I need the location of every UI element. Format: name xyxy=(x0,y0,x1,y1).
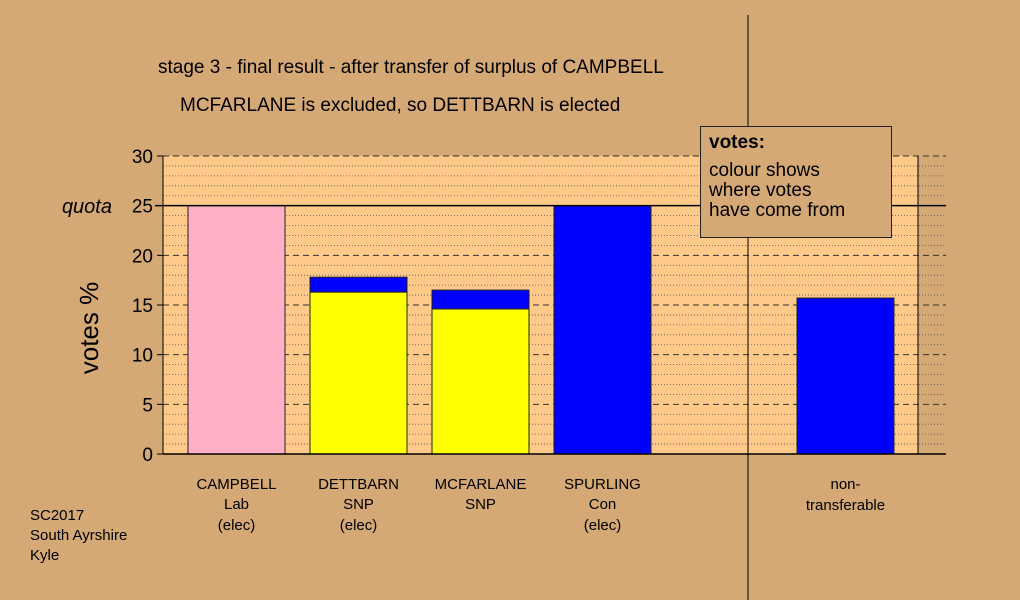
x-tick-party: Lab xyxy=(224,496,249,513)
x-tick-status: (elec) xyxy=(218,517,256,534)
y-tick-label: 20 xyxy=(132,246,153,267)
x-tick-status: (elec) xyxy=(584,517,622,534)
x-tick-name: MCFARLANE xyxy=(435,476,527,493)
footer-line-3: Kyle xyxy=(30,547,60,564)
bar-segment-spurling-0 xyxy=(553,205,652,455)
x-tick-party: SNP xyxy=(465,496,496,513)
y-tick-label: 15 xyxy=(132,296,153,317)
x-tick-status: (elec) xyxy=(340,517,378,534)
bar-segment-mcfarlane-0 xyxy=(431,308,530,455)
x-tick-nontransferable-2: transferable xyxy=(806,497,885,514)
y-tick-label: 30 xyxy=(132,147,153,168)
y-tick-label: 5 xyxy=(142,395,153,416)
x-tick-name: DETTBARN xyxy=(318,476,399,493)
bar-nontransferable xyxy=(796,297,895,455)
quota-label: quota xyxy=(62,196,112,218)
legend-line-3: have come from xyxy=(709,200,846,221)
y-tick-label: 0 xyxy=(142,445,153,466)
legend-line-1: colour shows xyxy=(709,160,820,181)
x-tick-nontransferable-1: non- xyxy=(830,476,860,493)
legend-title: votes: xyxy=(709,132,765,153)
y-axis-label: votes % xyxy=(74,282,104,375)
y-tick-label: 25 xyxy=(132,197,153,218)
bar-segment-dettbarn-0 xyxy=(309,291,408,455)
legend-box: votes: colour shows where votes have com… xyxy=(700,126,892,238)
footer-line-1: SC2017 xyxy=(30,507,85,524)
bar-segment-dettbarn-1 xyxy=(309,276,408,293)
x-tick-name: SPURLING xyxy=(564,476,641,493)
x-tick-name: CAMPBELL xyxy=(196,476,276,493)
x-tick-party: SNP xyxy=(343,496,374,513)
chart-title: stage 3 - final result - after transfer … xyxy=(158,57,664,78)
footer-line-2: South Ayrshire xyxy=(30,527,128,544)
bar-segment-mcfarlane-1 xyxy=(431,289,530,310)
footer-source: SC2017 South Ayrshire Kyle xyxy=(30,506,127,566)
x-tick-party: Con xyxy=(589,496,617,513)
category-labels: CAMPBELL Lab (elec) DETTBARN SNP (elec) MCFARL… xyxy=(196,476,885,534)
legend-line-2: where votes xyxy=(709,180,812,201)
bar-segment-campbell-0 xyxy=(187,205,286,455)
bars-group xyxy=(187,205,895,455)
chart-subtitle: MCFARLANE is excluded, so DETTBARN is el… xyxy=(180,95,620,116)
y-tick-label: 10 xyxy=(132,346,153,367)
